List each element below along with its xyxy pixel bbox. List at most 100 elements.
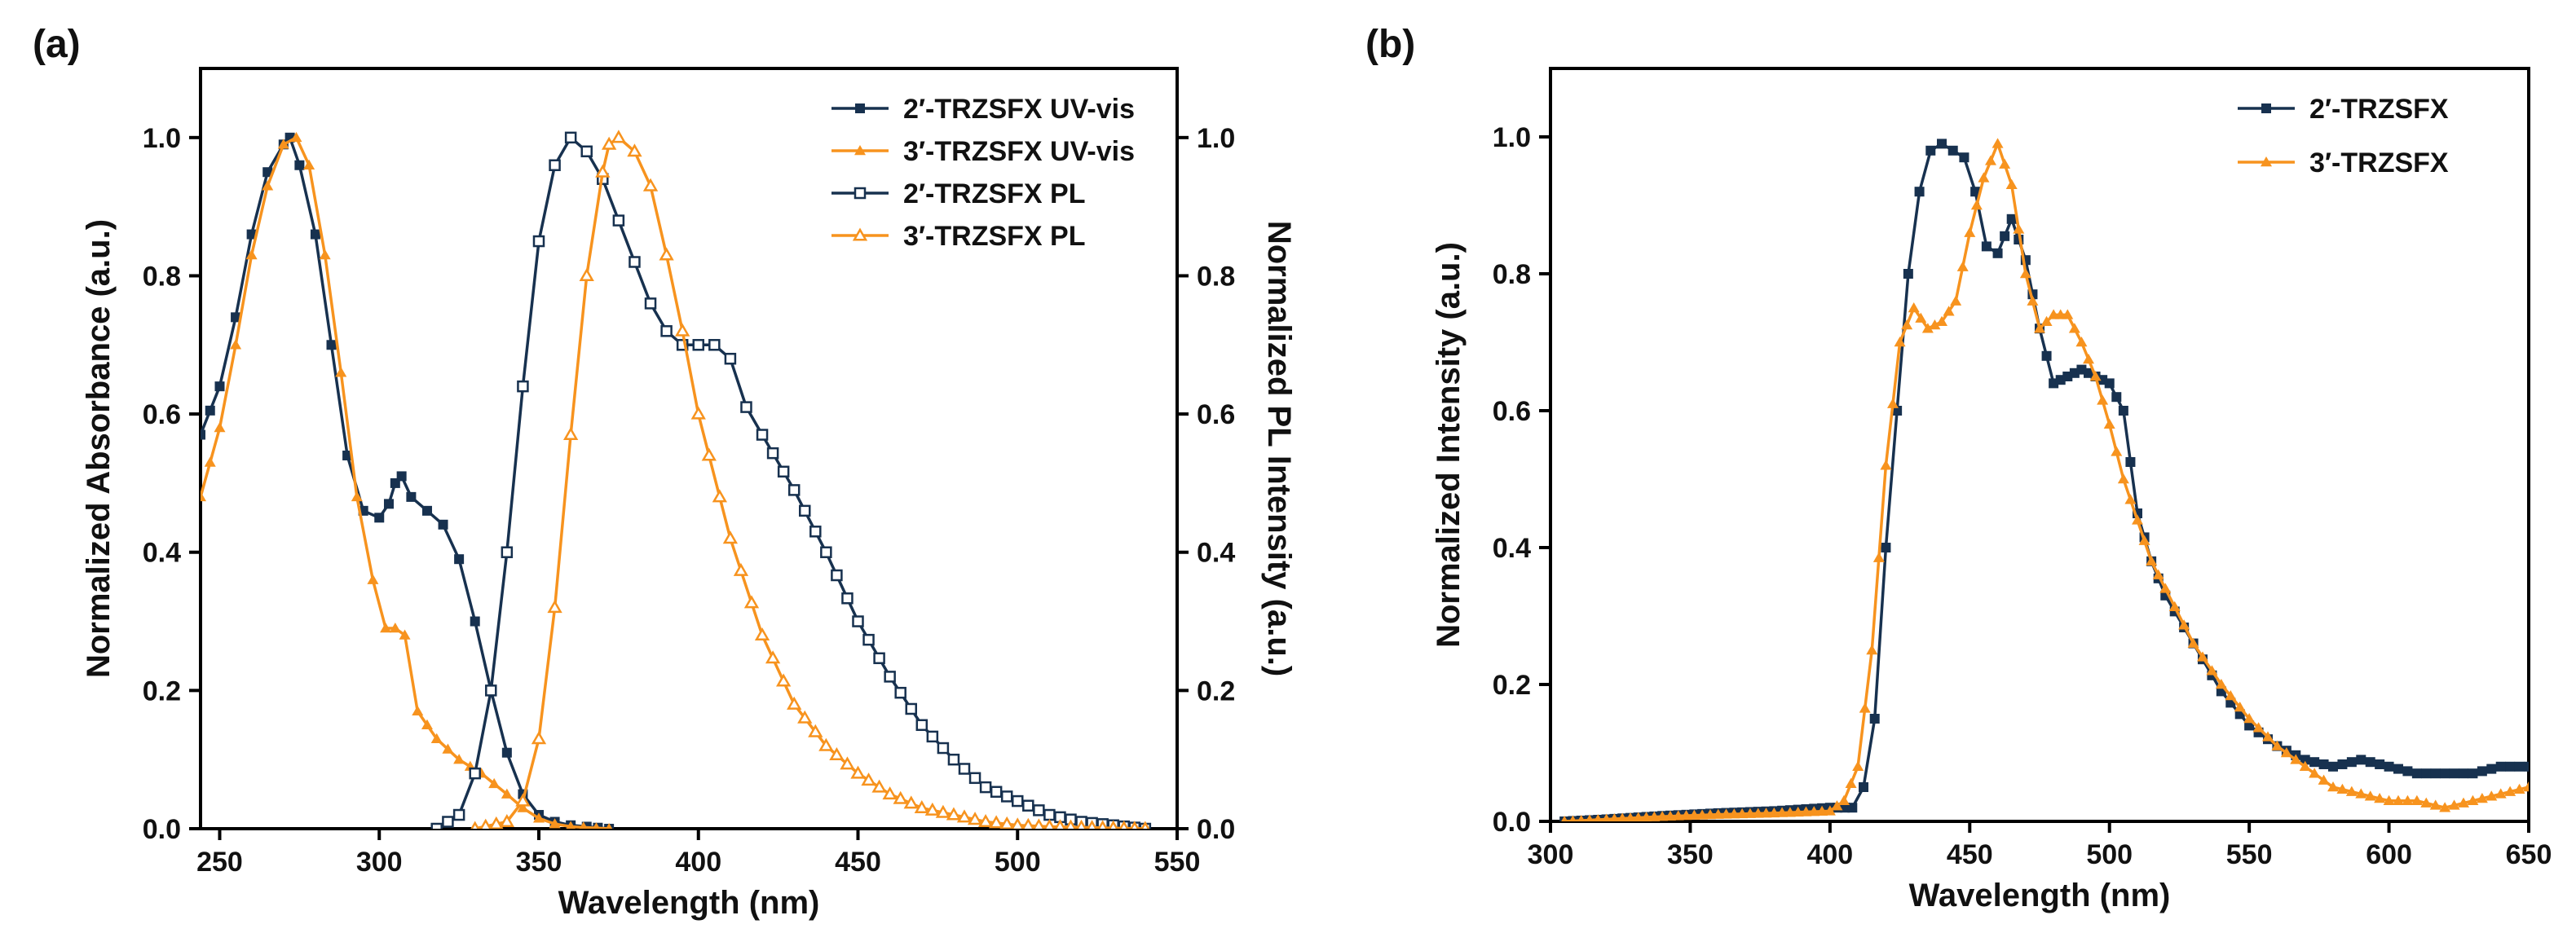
data-point [701, 447, 717, 461]
legend-marker [2261, 156, 2272, 167]
y2-axis-title: Normalized PL Intensity (a.u.) [1261, 221, 1297, 676]
data-point [862, 633, 875, 646]
data-point [2365, 757, 2375, 768]
data-point [2318, 759, 2329, 769]
data-point [1808, 806, 1820, 816]
data-point [601, 136, 617, 150]
data-point [1921, 323, 1934, 333]
data-point [303, 159, 315, 169]
data-point [421, 505, 432, 516]
data-point [1985, 155, 1996, 165]
y2-tick-label: 0.4 [1197, 538, 1235, 569]
y2-tick-label: 0.6 [1197, 399, 1235, 430]
data-point [2103, 418, 2115, 429]
data-point [1696, 809, 1709, 820]
data-point [1929, 319, 1941, 330]
y-tick-label: 0.8 [1493, 259, 1531, 290]
data-point [2309, 757, 2320, 768]
data-point [204, 456, 216, 467]
data-point [245, 249, 258, 260]
x-tick-label: 450 [835, 847, 881, 878]
x-tick-label: 600 [2366, 839, 2412, 870]
data-point [1838, 794, 1850, 806]
plot-frame [199, 67, 1179, 830]
data-point [1914, 187, 1925, 197]
data-point [2346, 757, 2357, 768]
data-point [231, 312, 241, 323]
data-point [262, 180, 274, 191]
data-point [2449, 768, 2459, 779]
data-point [1937, 139, 1947, 149]
data-point [214, 381, 225, 392]
data-point [2421, 768, 2432, 779]
data-point [581, 821, 592, 829]
data-point [642, 178, 659, 191]
data-point [1866, 645, 1878, 655]
data-point [712, 489, 727, 503]
data-point [1672, 810, 1684, 821]
y-tick-label: 0.0 [1493, 807, 1531, 838]
data-point [1569, 815, 1577, 821]
data-point [367, 574, 379, 584]
data-point [1617, 812, 1628, 821]
data-point [399, 629, 411, 640]
data-point [2111, 392, 2122, 403]
data-point [2083, 354, 2094, 364]
data-point [1925, 145, 1936, 156]
data-point [1688, 809, 1700, 820]
data-point [754, 627, 770, 641]
series-2 [430, 131, 1152, 829]
data-point [787, 484, 801, 496]
data-point [1956, 261, 1969, 271]
data-point [1744, 808, 1756, 818]
data-point [1586, 814, 1594, 821]
data-point [2356, 755, 2366, 765]
x-tick-label: 350 [1667, 839, 1714, 870]
data-point [430, 733, 443, 743]
data-point [809, 526, 822, 538]
data-point [1097, 820, 1108, 829]
panel-label: (b) [1365, 23, 1415, 66]
data-point [1943, 306, 1955, 316]
y2-tick-label: 0.8 [1197, 261, 1235, 292]
data-point [501, 546, 514, 558]
y-tick-label: 0.4 [1493, 533, 1531, 564]
legend-item: 2′-TRZSFX UV-vis [831, 94, 1135, 125]
data-point [606, 823, 613, 829]
y-axis-title: Normalized Absorbance (a.u.) [81, 219, 117, 678]
data-point [2152, 569, 2164, 579]
data-point [1108, 820, 1118, 829]
data-point [1648, 811, 1661, 821]
data-point [2097, 394, 2109, 405]
legend-marker [2261, 103, 2271, 113]
data-point [861, 772, 876, 786]
data-point [438, 519, 448, 530]
data-point [2271, 740, 2283, 750]
data-point [1947, 145, 1958, 156]
data-point [1908, 302, 1920, 313]
data-point [1065, 819, 1077, 829]
data-point [787, 696, 802, 710]
data-point [532, 235, 545, 248]
data-point [777, 465, 790, 478]
data-point [2111, 446, 2123, 456]
data-point [1784, 807, 1796, 817]
data-point [612, 214, 625, 227]
data-point [884, 671, 896, 683]
data-point [2504, 786, 2516, 796]
data-point [205, 405, 215, 416]
data-point [2429, 799, 2441, 810]
data-point [1021, 817, 1034, 829]
data-point [1640, 812, 1652, 821]
data-point [873, 652, 885, 665]
data-point [549, 818, 561, 829]
data-point [765, 650, 781, 664]
data-point [2132, 514, 2143, 525]
data-point [517, 802, 529, 812]
data-point [2075, 337, 2088, 347]
data-point [2345, 786, 2358, 796]
legend-label: 2′-TRZSFX PL [903, 178, 1086, 209]
data-point [1760, 808, 1772, 818]
data-point [412, 705, 424, 716]
x-axis-title: Wavelength (nm) [558, 885, 820, 921]
